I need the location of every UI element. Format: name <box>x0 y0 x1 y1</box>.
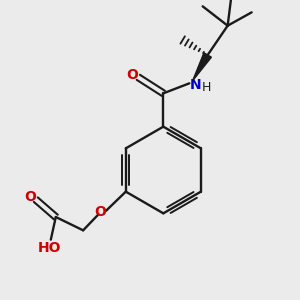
Text: N: N <box>190 78 202 92</box>
Text: H: H <box>201 81 211 94</box>
Text: O: O <box>94 205 106 219</box>
Text: O: O <box>24 190 36 204</box>
Text: HO: HO <box>38 241 61 255</box>
Polygon shape <box>193 53 211 81</box>
Text: O: O <box>126 68 138 82</box>
